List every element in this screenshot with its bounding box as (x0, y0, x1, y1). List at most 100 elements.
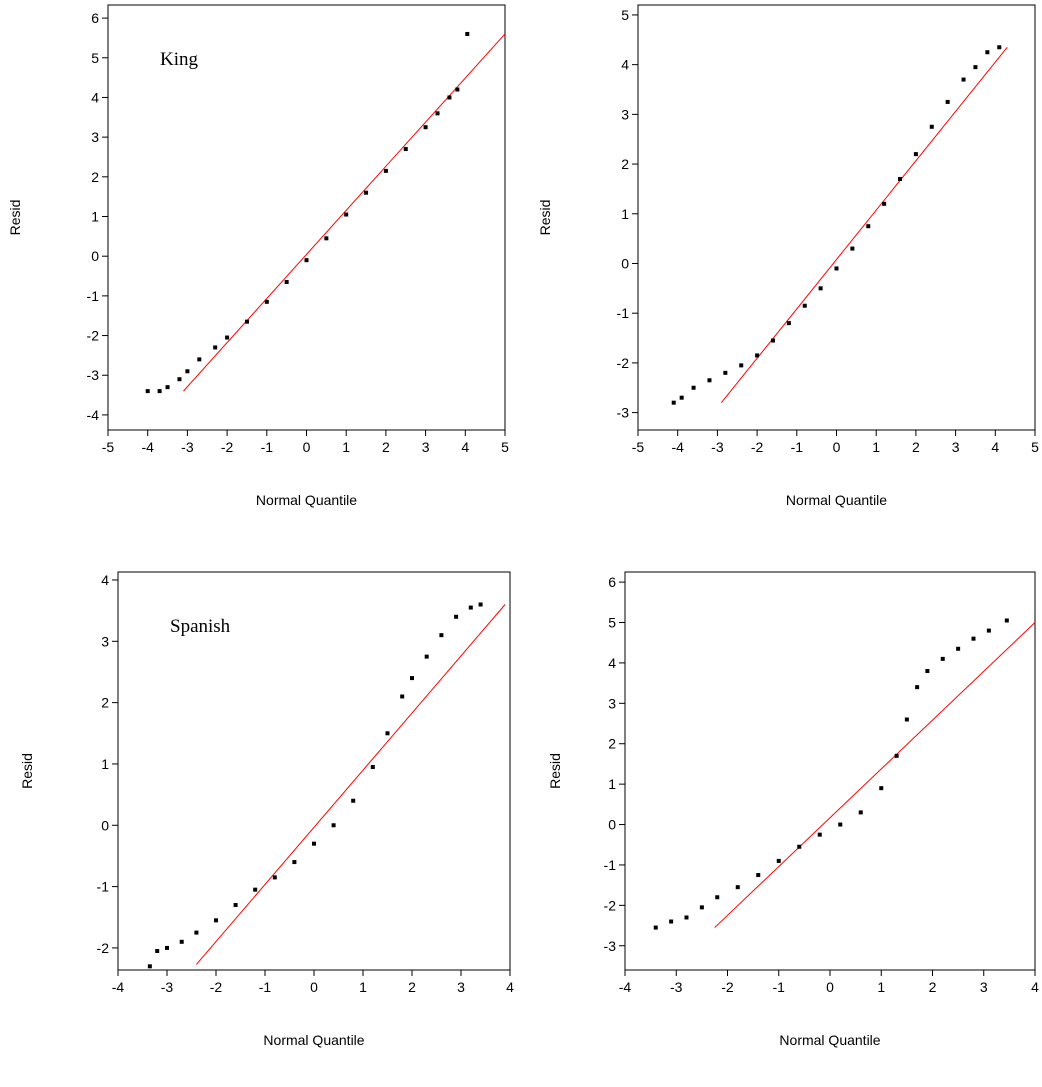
point (669, 919, 674, 924)
point (691, 385, 696, 390)
x-tick-label: 5 (1031, 439, 1039, 455)
x-tick-label: -5 (632, 439, 645, 455)
point (866, 224, 871, 229)
y-tick-label: -1 (97, 879, 110, 895)
y-tick-label: 1 (621, 206, 629, 222)
point (818, 286, 823, 291)
point (157, 389, 162, 394)
y-tick-label: 0 (101, 817, 109, 833)
x-tick-label: -5 (102, 439, 115, 455)
point (292, 860, 297, 865)
point (364, 190, 369, 195)
x-tick-label: -1 (791, 439, 804, 455)
y-tick-label: -1 (87, 288, 100, 304)
point (985, 50, 990, 55)
x-tick-label: -4 (112, 979, 125, 995)
y-tick-label: -4 (87, 407, 100, 423)
point (370, 765, 375, 770)
point (961, 77, 966, 82)
point (197, 357, 202, 362)
x-tick-label: -2 (221, 439, 234, 455)
x-tick-label: -2 (210, 979, 223, 995)
point (894, 753, 899, 758)
point (671, 400, 676, 405)
point (838, 822, 843, 827)
point (468, 605, 473, 610)
point (797, 844, 802, 849)
point (858, 810, 863, 815)
y-tick-label: 3 (101, 633, 109, 649)
x-tick-label: 0 (303, 439, 311, 455)
point (739, 363, 744, 368)
point (165, 385, 170, 390)
y-axis-label: Resid (547, 753, 563, 789)
point (284, 279, 289, 284)
x-tick-label: 4 (991, 439, 999, 455)
point (956, 646, 961, 651)
point (879, 786, 884, 791)
x-tick-label: 3 (457, 979, 465, 995)
x-tick-label: 4 (461, 439, 469, 455)
point (455, 87, 460, 92)
x-tick-label: 1 (359, 979, 367, 995)
x-tick-label: -4 (619, 979, 632, 995)
point (304, 258, 309, 263)
point (351, 798, 356, 803)
x-tick-label: -1 (261, 439, 274, 455)
point (940, 656, 945, 661)
x-tick-label: 1 (877, 979, 885, 995)
point (145, 389, 150, 394)
point (699, 905, 704, 910)
point (435, 111, 440, 116)
x-tick-label: -4 (141, 439, 154, 455)
x-tick-label: -3 (181, 439, 194, 455)
y-tick-label: -2 (87, 328, 100, 344)
x-tick-label: 1 (342, 439, 350, 455)
y-tick-label: 5 (621, 7, 629, 23)
point (179, 939, 184, 944)
point (997, 45, 1002, 50)
annotation: King (160, 49, 199, 70)
point (465, 31, 470, 36)
y-tick-label: 0 (621, 255, 629, 271)
y-tick-label: -2 (604, 897, 617, 913)
point (770, 338, 775, 343)
point (913, 152, 918, 157)
y-tick-label: 4 (91, 89, 99, 105)
point (898, 176, 903, 181)
point (971, 636, 976, 641)
point (185, 369, 190, 374)
point (755, 353, 760, 358)
y-tick-label: -3 (87, 367, 100, 383)
x-tick-label: 0 (310, 979, 318, 995)
x-tick-label: -2 (751, 439, 764, 455)
y-tick-label: 2 (101, 695, 109, 711)
x-tick-label: 2 (408, 979, 416, 995)
y-tick-label: -3 (617, 405, 630, 421)
y-tick-label: 4 (608, 655, 616, 671)
point (715, 895, 720, 900)
x-axis-label: Normal Quantile (263, 1032, 364, 1048)
point (213, 345, 218, 350)
point (331, 823, 336, 828)
y-tick-label: 0 (608, 817, 616, 833)
point (177, 377, 182, 382)
x-tick-label: 5 (501, 439, 509, 455)
y-tick-label: 2 (608, 736, 616, 752)
y-tick-label: 2 (621, 156, 629, 172)
point (447, 95, 452, 100)
point (925, 668, 930, 673)
x-tick-label: 2 (912, 439, 920, 455)
x-tick-label: 4 (506, 979, 514, 995)
x-tick-label: -3 (161, 979, 174, 995)
x-tick-label: 3 (422, 439, 430, 455)
x-tick-label: 3 (952, 439, 960, 455)
point (817, 832, 822, 837)
point (194, 930, 199, 935)
y-tick-label: 0 (91, 248, 99, 264)
point (929, 124, 934, 129)
x-tick-label: 0 (826, 979, 834, 995)
point (264, 299, 269, 304)
point (383, 168, 388, 173)
